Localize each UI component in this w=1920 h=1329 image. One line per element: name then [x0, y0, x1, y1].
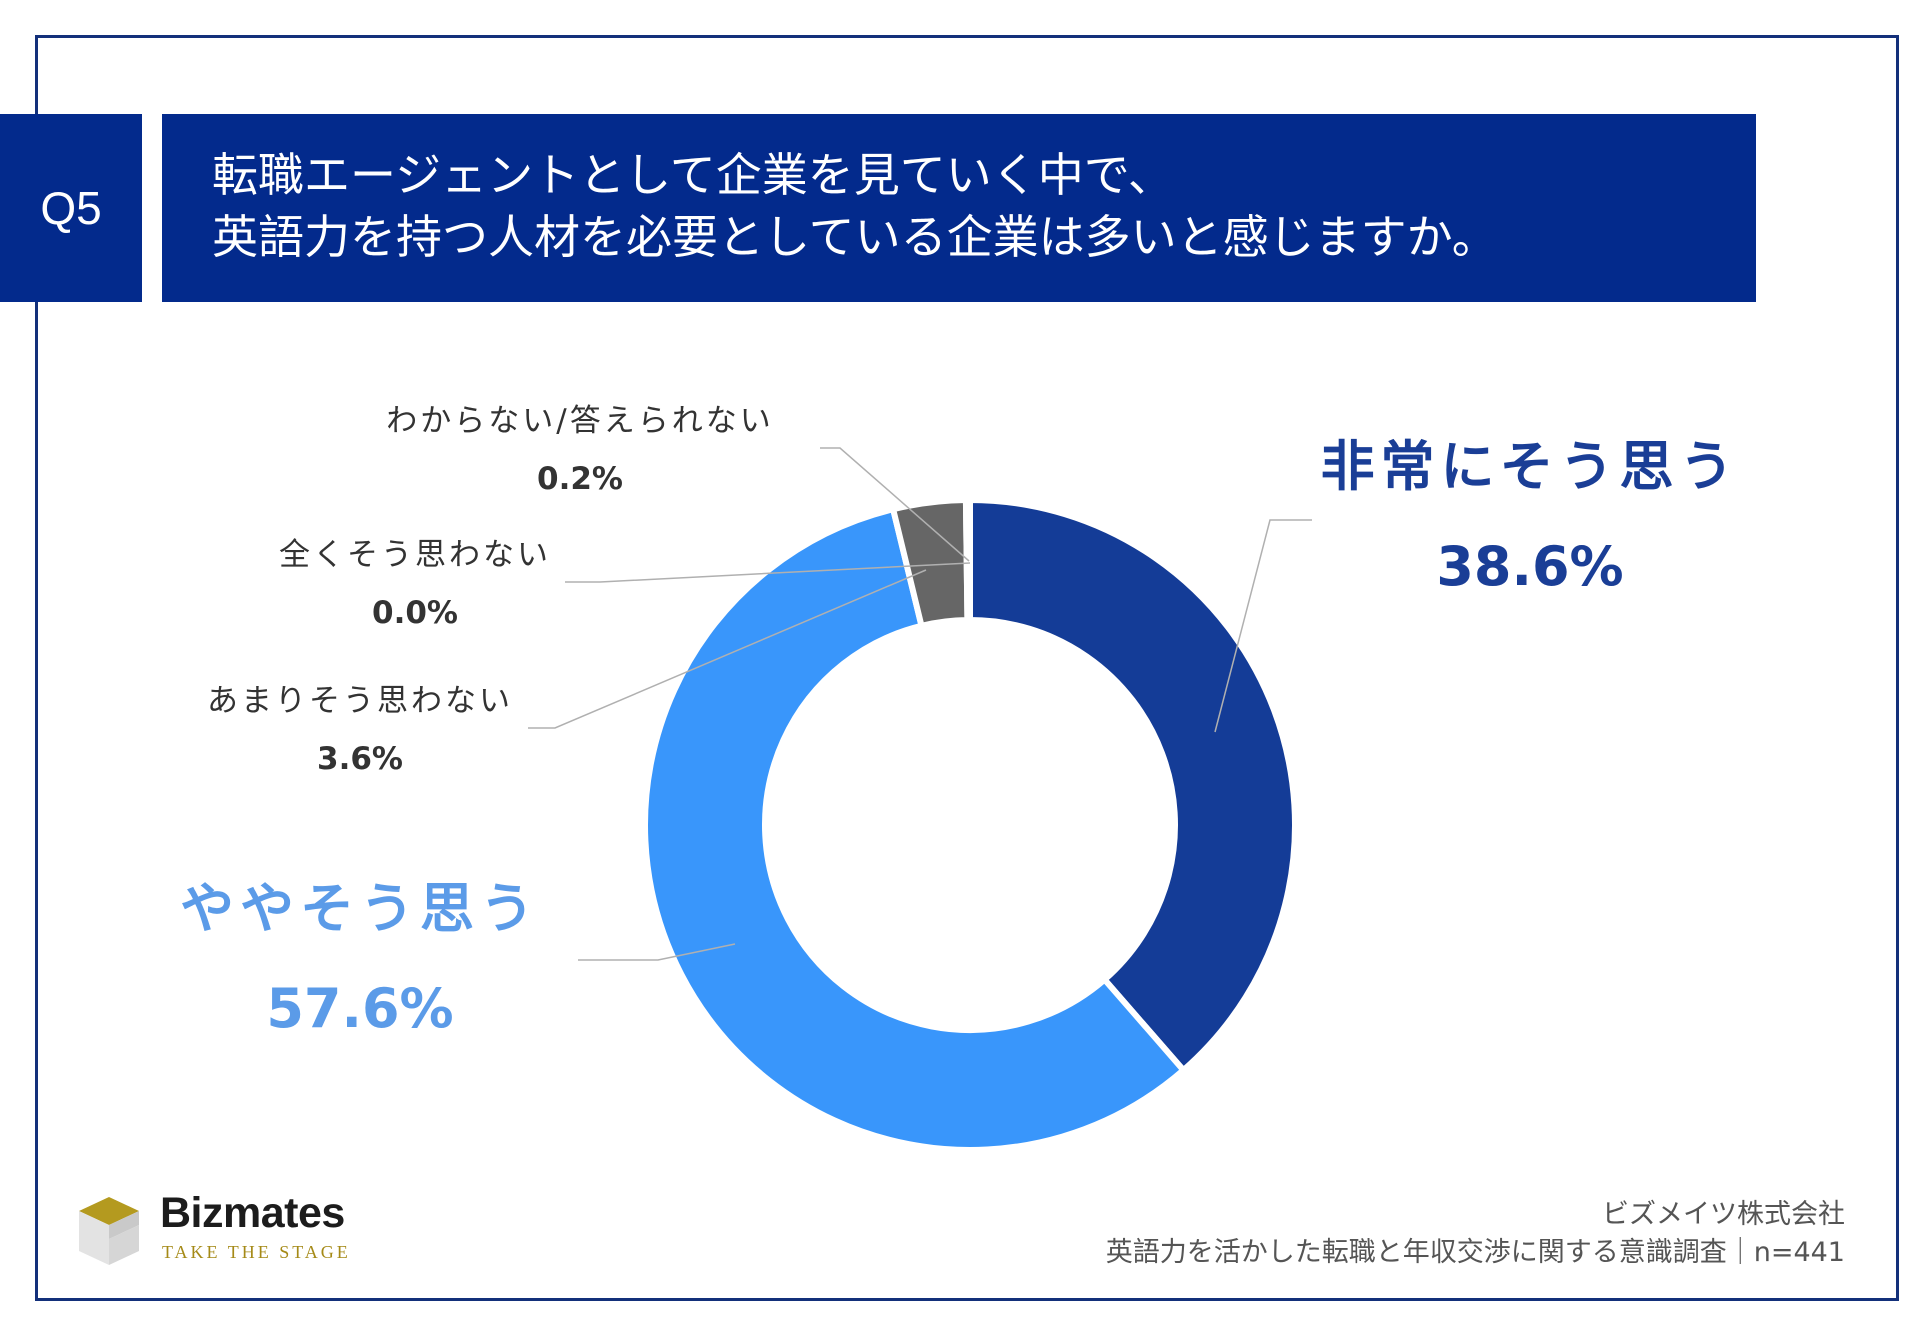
label-somewhat-agree-value: 57.6% [266, 977, 454, 1040]
label-strongly-agree-name: 非常にそう思う [1320, 435, 1740, 498]
label-strongly-disagree-name: 全くそう思わない [279, 537, 551, 573]
slice-strongly-agree [967, 496, 1298, 1075]
footer-company: ビズメイツ株式会社 [1602, 1199, 1845, 1230]
slice-somewhat-agree [641, 505, 1188, 1153]
question-badge: Q5 [0, 114, 142, 302]
slide-frame [35, 35, 1899, 1301]
label-somewhat-agree: ややそう思う 57.6% [150, 876, 570, 1042]
leader-line-somewhat-agree [578, 943, 736, 961]
brand-tagline: TAKE THE STAGE [162, 1242, 351, 1262]
question-title: 転職エージェントとして企業を見ていく中で、 英語力を持つ人材を必要としている企業… [162, 114, 1756, 302]
label-unknown-name: わからない/答えられない [386, 403, 774, 439]
leader-line-disagree [528, 569, 927, 729]
bizmates-logo: Bizmates TAKE THE STAGE [75, 1185, 375, 1275]
label-disagree: あまりそう思わない 3.6% [175, 680, 545, 780]
question-line-2: 英語力を持つ人材を必要としている企業は多いと感じますか。 [212, 210, 1498, 264]
label-unknown-value: 0.2% [537, 461, 623, 497]
label-disagree-name: あまりそう思わない [207, 683, 513, 719]
leader-line-strongly-agree [1214, 519, 1312, 733]
footer: ビズメイツ株式会社 英語力を活かした転職と年収交渉に関する意識調査｜n=441 [1106, 1196, 1845, 1272]
bizmates-cube-icon [79, 1197, 139, 1265]
label-disagree-value: 3.6% [317, 741, 403, 777]
donut-slices [641, 496, 1298, 1153]
question-line-1: 転職エージェントとして企業を見ていく中で、 [212, 148, 1174, 202]
label-unknown: わからない/答えられない 0.2% [340, 400, 820, 500]
brand-name: Bizmates [160, 1189, 345, 1237]
footer-survey: 英語力を活かした転職と年収交渉に関する意識調査｜n=441 [1105, 1237, 1845, 1268]
leader-lines [528, 447, 1312, 961]
label-strongly-disagree-value: 0.0% [372, 595, 458, 631]
label-strongly-agree-value: 38.6% [1436, 535, 1624, 598]
label-strongly-disagree: 全くそう思わない 0.0% [230, 534, 600, 634]
leader-line-strongly-disagree [565, 562, 971, 583]
label-somewhat-agree-name: ややそう思う [180, 877, 540, 940]
leader-line-unknown [820, 447, 970, 562]
label-strongly-agree: 非常にそう思う 38.6% [1310, 434, 1750, 600]
